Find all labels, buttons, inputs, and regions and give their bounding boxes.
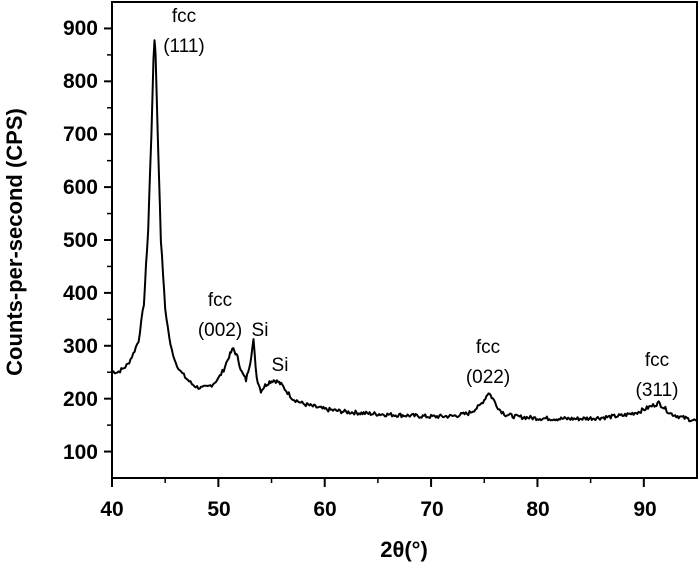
x-tick-label: 70 <box>420 498 443 521</box>
annotation-fcc-111-line2: (111) <box>163 36 205 57</box>
annotation-si-2: Si <box>272 355 289 376</box>
x-tick-label: 60 <box>313 498 336 521</box>
annotation-fcc-311-line2: (311) <box>636 380 679 401</box>
annotation-fcc-002-line1: fcc <box>208 290 232 311</box>
y-tick-label: 900 <box>63 17 98 40</box>
y-tick-label: 200 <box>63 388 98 411</box>
x-tick-label: 80 <box>526 498 549 521</box>
annotation-fcc-022-line2: (022) <box>466 367 510 388</box>
x-axis-tick-labels: 40 50 60 70 80 90 <box>100 498 656 521</box>
y-tick-label: 400 <box>63 282 98 305</box>
y-tick-label: 500 <box>63 229 98 252</box>
x-tick-label: 90 <box>633 498 656 521</box>
y-axis-ticks <box>104 27 112 453</box>
peak-annotations: fcc (111) fcc (002) Si Si fcc (022) fcc … <box>163 6 678 401</box>
y-axis-title: Counts-per-second (CPS) <box>2 108 27 376</box>
xrd-data-line <box>112 39 698 423</box>
y-axis-tick-labels: 900 800 700 600 500 400 300 200 100 <box>63 17 98 464</box>
y-tick-label: 800 <box>63 70 98 93</box>
y-tick-label: 300 <box>63 335 98 358</box>
annotation-fcc-002-line2: (002) <box>198 320 242 341</box>
y-tick-label: 600 <box>63 176 98 199</box>
annotation-fcc-311-line1: fcc <box>645 350 669 371</box>
x-tick-label: 40 <box>100 498 123 521</box>
y-tick-label: 100 <box>63 441 98 464</box>
annotation-fcc-111-line1: fcc <box>172 6 196 27</box>
x-tick-label: 50 <box>207 498 230 521</box>
x-axis-ticks <box>111 478 645 487</box>
y-tick-label: 700 <box>63 123 98 146</box>
annotation-fcc-022-line1: fcc <box>476 337 500 358</box>
plot-frame <box>111 1 698 479</box>
x-axis-title: 2θ(°) <box>380 537 428 562</box>
annotation-si-1: Si <box>252 320 269 341</box>
